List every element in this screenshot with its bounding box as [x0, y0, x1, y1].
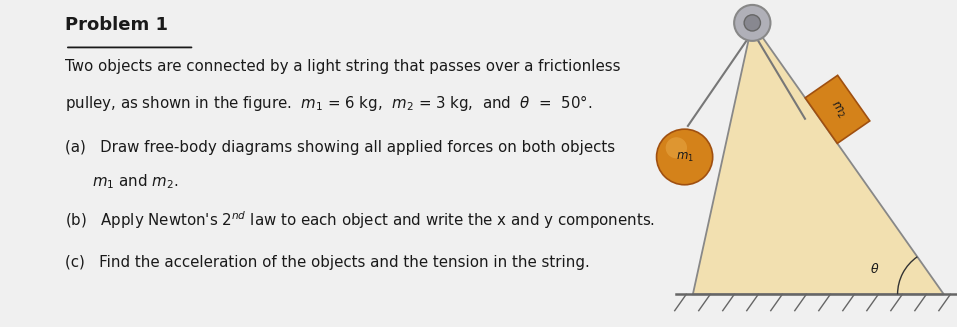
Polygon shape — [805, 75, 870, 143]
Text: $\theta$: $\theta$ — [870, 262, 879, 276]
Text: (c)   Find the acceleration of the objects and the tension in the string.: (c) Find the acceleration of the objects… — [65, 255, 590, 270]
Circle shape — [734, 5, 770, 41]
Text: Problem 1: Problem 1 — [65, 16, 168, 34]
Circle shape — [745, 15, 761, 31]
Circle shape — [666, 137, 687, 158]
Text: Two objects are connected by a light string that passes over a frictionless: Two objects are connected by a light str… — [65, 59, 620, 74]
Text: $m_1$: $m_1$ — [676, 150, 694, 164]
Text: pulley, as shown in the figure.  $m_1$ = 6 kg,  $m_2$ = 3 kg,  and  $\theta$  = : pulley, as shown in the figure. $m_1$ = … — [65, 93, 592, 113]
Text: (b)   Apply Newton's 2$^{nd}$ law to each object and write the x and y component: (b) Apply Newton's 2$^{nd}$ law to each … — [65, 209, 655, 231]
Text: $m_2$: $m_2$ — [827, 98, 848, 120]
Text: $m_1$ and $m_2$.: $m_1$ and $m_2$. — [92, 173, 178, 191]
Text: (a)   Draw free-body diagrams showing all applied forces on both objects: (a) Draw free-body diagrams showing all … — [65, 140, 615, 155]
Circle shape — [657, 129, 713, 185]
Polygon shape — [693, 23, 944, 294]
